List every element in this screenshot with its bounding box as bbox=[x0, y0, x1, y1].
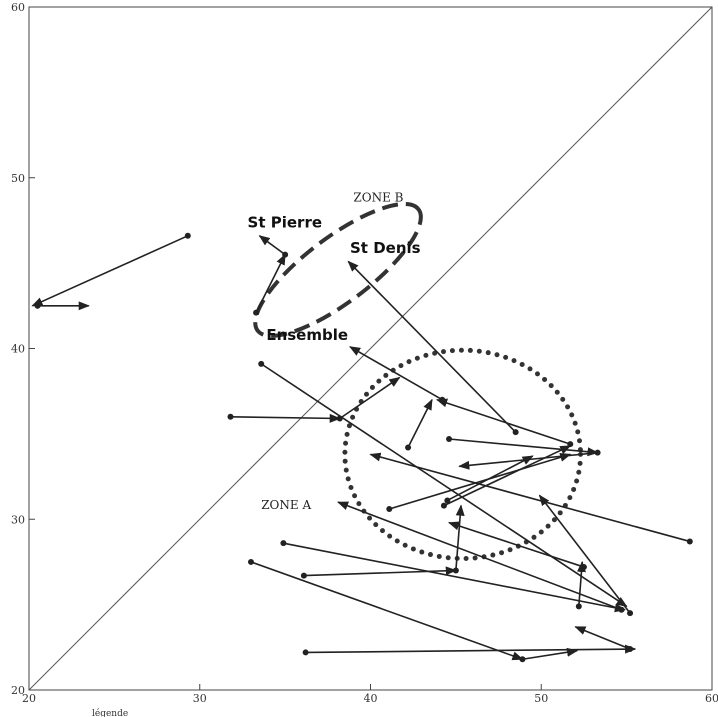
arrows bbox=[31, 232, 693, 663]
x-tick-label: 30 bbox=[193, 692, 207, 705]
y-tick-label: 50 bbox=[11, 172, 25, 185]
start-point bbox=[282, 251, 289, 258]
trajectory-arrow bbox=[458, 451, 598, 470]
start-point bbox=[580, 564, 587, 571]
start-point bbox=[184, 232, 191, 239]
trajectory-arrow bbox=[260, 363, 628, 607]
y-tick-label: 30 bbox=[11, 513, 25, 526]
y-tick-label: 40 bbox=[11, 343, 25, 356]
trajectory-arrow bbox=[349, 346, 443, 401]
trajectory-arrow bbox=[339, 376, 401, 420]
x-tick-label: 40 bbox=[364, 692, 378, 705]
trajectory-arrow bbox=[258, 235, 286, 256]
trajectory-arrow bbox=[538, 494, 631, 614]
start-point bbox=[302, 649, 309, 656]
trajectory-arrow bbox=[389, 452, 572, 510]
diagonal-line bbox=[28, 6, 713, 691]
start-point bbox=[227, 413, 234, 420]
annotations: ZONE B St Pierre St Denis Ensemble ZONE A bbox=[248, 191, 421, 512]
trajectory-arrow bbox=[250, 561, 524, 661]
start-point bbox=[575, 603, 582, 610]
annotation-label: Ensemble bbox=[266, 326, 348, 344]
x-tick-label: 20 bbox=[22, 692, 36, 705]
start-point bbox=[446, 435, 453, 442]
start-point bbox=[686, 538, 693, 545]
annotation-label: St Pierre bbox=[248, 213, 322, 231]
trajectory-arrow bbox=[407, 398, 433, 448]
start-point bbox=[444, 497, 451, 504]
trajectory-arrow bbox=[230, 413, 341, 423]
start-point bbox=[386, 506, 393, 513]
start-point bbox=[280, 540, 287, 547]
zone-ellipse bbox=[253, 202, 423, 338]
trajectory-arrow bbox=[255, 253, 286, 314]
y-tick-label: 60 bbox=[11, 1, 25, 14]
trajectory-arrow bbox=[522, 647, 579, 661]
trajectory-arrow bbox=[448, 438, 599, 457]
start-point bbox=[440, 502, 447, 509]
start-point bbox=[594, 449, 601, 456]
x-tick-label: 50 bbox=[534, 692, 548, 705]
start-point bbox=[300, 572, 307, 579]
start-point bbox=[405, 444, 412, 451]
trajectory-arrow bbox=[337, 501, 622, 611]
trajectory-arrow bbox=[447, 521, 585, 568]
annotation-label: ZONE B bbox=[353, 191, 403, 205]
trajectory-arrow bbox=[574, 626, 631, 650]
start-point bbox=[627, 646, 634, 653]
trajectory-arrow bbox=[455, 504, 465, 571]
trajectory-arrow bbox=[576, 560, 586, 607]
x-tick-label: 60 bbox=[705, 692, 718, 705]
start-point bbox=[627, 610, 634, 617]
start-point bbox=[258, 360, 265, 367]
trajectory-arrow bbox=[443, 445, 572, 507]
start-point bbox=[247, 558, 254, 565]
trajectory-arrow bbox=[369, 452, 691, 543]
trajectory-arrow bbox=[446, 455, 534, 502]
trajectory-arrow bbox=[283, 542, 627, 613]
start-point bbox=[253, 309, 260, 316]
annotation-label: St Denis bbox=[350, 239, 421, 257]
legend-label: légende bbox=[92, 708, 128, 717]
y-tick-label: 20 bbox=[11, 684, 25, 697]
trajectory-arrow bbox=[31, 235, 189, 307]
start-point bbox=[519, 656, 526, 663]
trajectory-arrow bbox=[347, 260, 517, 433]
trajectory-arrow bbox=[305, 644, 637, 654]
annotation-label: ZONE A bbox=[261, 498, 311, 512]
start-point bbox=[512, 429, 519, 436]
trajectory-arrow bbox=[303, 566, 457, 577]
axis-ticks: 20 30 40 50 60 20 30 40 50 60 bbox=[11, 1, 718, 705]
trajectory-arrow bbox=[436, 398, 571, 445]
start-point bbox=[34, 302, 41, 309]
